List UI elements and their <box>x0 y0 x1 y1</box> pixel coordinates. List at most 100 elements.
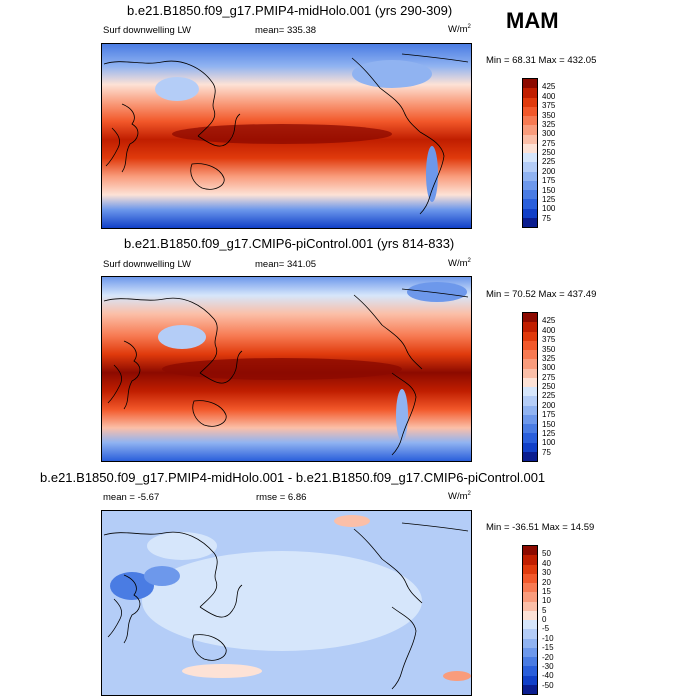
season-label: MAM <box>506 8 559 33</box>
panel3-colorbar-labels: 50 40 30 20 15 10 5 0 -5 -10 -15 -20 -30… <box>542 545 572 695</box>
colorbar-tick-label: 15 <box>542 586 551 596</box>
colorbar-tick-label: 75 <box>542 213 551 223</box>
colorbar-tick-label: 40 <box>542 558 551 568</box>
panel1-colorbar-seg <box>523 106 537 116</box>
panel2-colorbar-seg <box>523 414 537 424</box>
colorbar-tick-label: -50 <box>542 680 554 690</box>
colorbar-tick-label: 175 <box>542 176 556 186</box>
colorbar-tick-label: 30 <box>542 568 551 578</box>
colorbar-tick-label: 275 <box>542 138 556 148</box>
panel3-colorbar-seg <box>523 555 537 565</box>
panel1-colorbar-seg <box>523 217 537 227</box>
panel3-asia-patch <box>147 532 217 560</box>
panel3-sahara-low <box>110 572 154 600</box>
panel2-colorbar-seg <box>523 377 537 387</box>
panel1-warmpool <box>172 124 392 144</box>
panel1-variable-label: Surf downwelling LW <box>103 25 192 36</box>
panel1-colorbar-seg <box>523 171 537 181</box>
colorbar-tick-label: -40 <box>542 671 554 681</box>
panel2-colorbar <box>522 312 538 462</box>
panel1-arctic-low <box>352 60 432 88</box>
panel3-southern-ocean <box>182 664 262 678</box>
panel1-colorbar-seg <box>523 143 537 153</box>
colorbar-tick-label: 225 <box>542 157 556 167</box>
panel2-colorbar-seg <box>523 433 537 443</box>
panel1-title: b.e21.B1850.f09_g17.PMIP4-midHolo.001 (y… <box>127 3 453 18</box>
colorbar-tick-label: 375 <box>542 101 556 111</box>
panel1-colorbar-seg <box>523 125 537 135</box>
colorbar-tick-label: 300 <box>542 363 556 373</box>
colorbar-tick-label: 20 <box>542 577 551 587</box>
colorbar-tick-label: 5 <box>542 605 547 615</box>
panel3-map-field <box>102 511 471 695</box>
panel3-colorbar-seg <box>523 666 537 676</box>
panel2-title: b.e21.B1850.f09_g17.CMIP6-piControl.001 … <box>124 236 455 251</box>
panel3-colorbar-seg <box>523 610 537 620</box>
colorbar-tick-label: -20 <box>542 652 554 662</box>
panel1-min-max: Min = 68.31 Max = 432.05 <box>486 55 597 66</box>
panel1-units: W/m2 <box>448 24 471 36</box>
panel1-map <box>101 43 472 229</box>
panel3-near-zero-band <box>142 551 422 651</box>
panel2-colorbar-seg <box>523 340 537 350</box>
panel2-colorbar-seg <box>523 387 537 397</box>
panel1-andes-low <box>426 146 438 202</box>
panel2-colorbar-seg <box>523 405 537 415</box>
colorbar-tick-label: -10 <box>542 633 554 643</box>
panel2-tibet-low <box>158 325 206 349</box>
panel1-colorbar-seg <box>523 116 537 126</box>
colorbar-tick-label: 0 <box>542 615 547 624</box>
panel3-southern-warm <box>443 671 471 681</box>
panel2-colorbar-labels: 425 400 375 350 325 300 275 250 225 200 … <box>542 312 572 462</box>
colorbar-tick-label: 250 <box>542 148 556 157</box>
colorbar-tick-label: 150 <box>542 419 556 429</box>
panel3-colorbar-seg <box>523 573 537 583</box>
panel1-colorbar-seg <box>523 162 537 172</box>
panel2-arctic-low <box>407 282 467 302</box>
colorbar-tick-label: 325 <box>542 353 556 363</box>
panel1-colorbar-labels: 425 400 375 350 325 300 275 250 225 200 … <box>542 78 572 228</box>
panel1-colorbar-seg <box>523 208 537 218</box>
colorbar-tick-label: 350 <box>542 344 556 354</box>
panel2-coastlines <box>103 288 469 456</box>
colorbar-tick-label: 150 <box>542 185 556 195</box>
panel2-min-max: Min = 70.52 Max = 437.49 <box>486 289 597 300</box>
panel2-colorbar-seg <box>523 396 537 406</box>
panel2-colorbar-seg <box>523 359 537 369</box>
colorbar-tick-label: 250 <box>542 382 556 391</box>
panel3-india-low <box>144 566 180 586</box>
panel1-colorbar-seg <box>523 199 537 209</box>
colorbar-tick-label: 100 <box>542 204 556 214</box>
panel1-colorbar <box>522 78 538 228</box>
panel1-colorbar-seg <box>523 134 537 144</box>
colorbar-tick-label: 325 <box>542 119 556 129</box>
panel2-andes-low <box>396 389 408 441</box>
panel3-title: b.e21.B1850.f09_g17.PMIP4-midHolo.001 - … <box>40 470 546 485</box>
panel3-colorbar-seg <box>523 638 537 648</box>
panel3-colorbar-seg <box>523 675 537 685</box>
panel2-map <box>101 276 472 462</box>
panel3-colorbar <box>522 545 538 695</box>
colorbar-tick-label: 175 <box>542 410 556 420</box>
panel2-colorbar-seg <box>523 313 537 323</box>
colorbar-tick-label: 100 <box>542 438 556 448</box>
colorbar-tick-label: -5 <box>542 624 550 634</box>
panel2-colorbar-seg <box>523 442 537 452</box>
panel1-colorbar-seg <box>523 97 537 107</box>
panel3-colorbar-seg <box>523 657 537 667</box>
panel3-mean: mean = -5.67 <box>103 492 160 503</box>
panel3-colorbar-seg <box>523 629 537 639</box>
panel3-arctic-warm <box>334 515 370 527</box>
panel3-colorbar-seg <box>523 583 537 593</box>
panel2-colorbar-seg <box>523 368 537 378</box>
colorbar-tick-label: 375 <box>542 335 556 345</box>
colorbar-tick-label: 200 <box>542 400 556 410</box>
panel3-rmse: rmse = 6.86 <box>256 492 307 503</box>
colorbar-tick-label: 300 <box>542 129 556 139</box>
panel3-min-max: Min = -36.51 Max = 14.59 <box>486 522 595 533</box>
colorbar-tick-label: -15 <box>542 643 554 653</box>
colorbar-tick-label: 75 <box>542 447 551 457</box>
panel3-colorbar-seg <box>523 684 537 694</box>
panel3-units: W/m2 <box>448 491 471 503</box>
panel1-colorbar-seg <box>523 79 537 89</box>
